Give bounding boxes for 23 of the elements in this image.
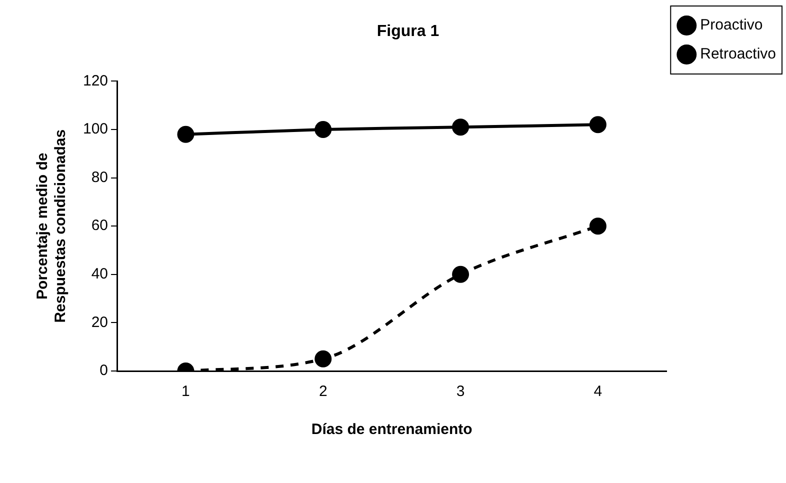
legend-label: Proactivo xyxy=(700,16,763,34)
y-tick-label: 80 xyxy=(91,168,108,186)
point xyxy=(314,350,332,368)
point xyxy=(589,116,606,134)
y-tick-label: 100 xyxy=(82,120,108,138)
x-tick-label: 1 xyxy=(182,383,190,400)
y-tick-label: 0 xyxy=(100,362,108,380)
point xyxy=(589,218,606,235)
x-tick-label: 3 xyxy=(456,383,465,400)
y-axis-title: Porcentaje medio de Respuestas condicionadas xyxy=(34,129,70,323)
x-tick-label: 2 xyxy=(318,383,328,400)
point xyxy=(452,118,470,136)
y-tick-label: 40 xyxy=(91,266,108,283)
y-tick-label: 20 xyxy=(91,314,108,331)
x-tick-label: 4 xyxy=(594,383,602,400)
chart-title: Figura 1 xyxy=(376,23,440,40)
point xyxy=(452,266,470,283)
legend-label: Retroactivo xyxy=(700,46,776,63)
x-axis-title: Días de entrenamiento xyxy=(311,421,472,438)
y-tick-label: 120 xyxy=(82,72,108,90)
y-tick-label: 60 xyxy=(91,217,108,234)
point xyxy=(177,126,194,143)
point xyxy=(314,121,332,138)
